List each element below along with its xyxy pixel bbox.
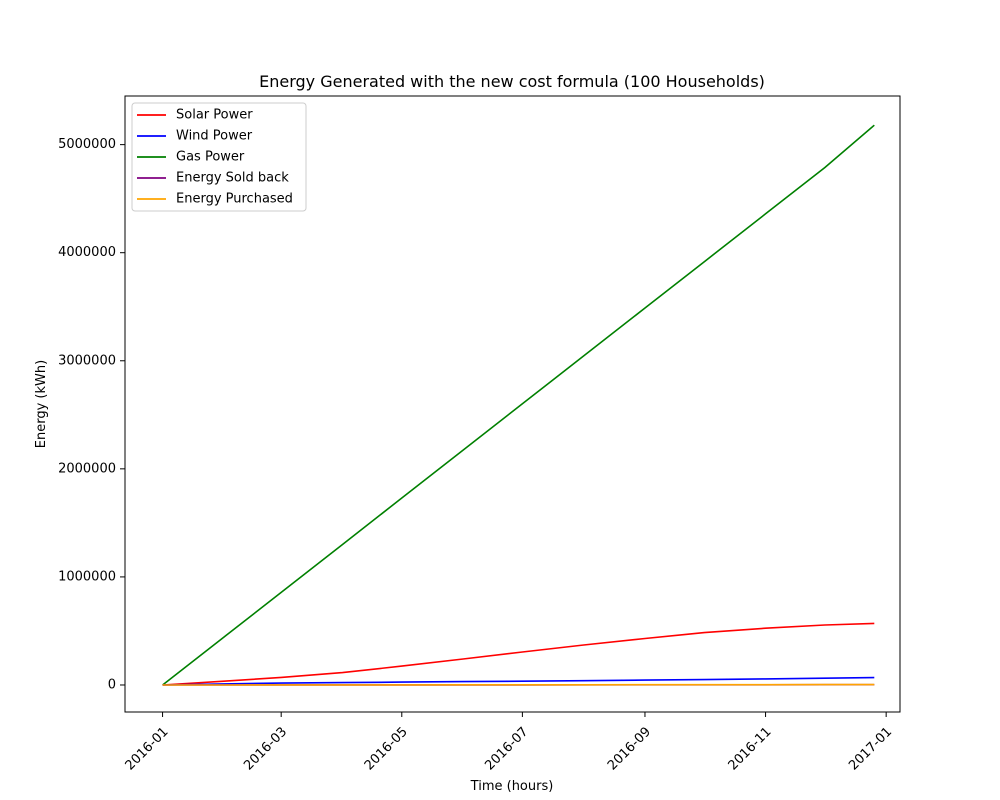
- y-tick-label: 1000000: [58, 569, 116, 584]
- legend-label-energy-sold-back: Energy Sold back: [176, 171, 289, 186]
- y-tick-label: 3000000: [58, 353, 116, 368]
- legend: Solar Power Wind Power Gas Power Energy Sol…: [131, 102, 307, 212]
- series-line-wind-power: [162, 676, 875, 686]
- y-axis-label: Energy (kWh): [34, 360, 49, 448]
- y-tick-label: 0: [108, 677, 116, 692]
- chart-title: Energy Generated with the new cost formu…: [259, 72, 765, 91]
- x-tick-label: 2016-03: [241, 724, 290, 773]
- legend-label-energy-purchased: Energy Purchased: [176, 192, 293, 207]
- legend-label-solar-power: Solar Power: [176, 108, 253, 123]
- legend-label-gas-power: Gas Power: [176, 150, 245, 165]
- x-tick-label: 2016-01: [123, 724, 172, 773]
- y-tick-label: 5000000: [58, 137, 116, 152]
- x-axis-ticks: 2016-01 2016-03 2016-05 2016-07 2016-09 2016-…: [123, 712, 895, 773]
- y-tick-label: 4000000: [58, 245, 116, 260]
- series-line-solar-power: [162, 622, 875, 686]
- series-lines: [162, 124, 875, 686]
- x-axis-label: Time (hours): [470, 779, 554, 794]
- x-tick-label: 2016-09: [605, 724, 654, 773]
- x-tick-label: 2017-01: [846, 724, 895, 773]
- legend-label-wind-power: Wind Power: [176, 129, 253, 144]
- plot-frame: [124, 95, 901, 713]
- x-tick-label: 2016-11: [726, 724, 775, 773]
- series-line-gas-power: [162, 124, 875, 686]
- y-tick-label: 2000000: [58, 461, 116, 476]
- x-tick-label: 2016-07: [482, 724, 531, 773]
- y-axis-ticks: 0 1000000 2000000 3000000 4000000 5000000: [58, 137, 125, 692]
- legend-box: [131, 102, 307, 212]
- x-tick-label: 2016-05: [362, 724, 411, 773]
